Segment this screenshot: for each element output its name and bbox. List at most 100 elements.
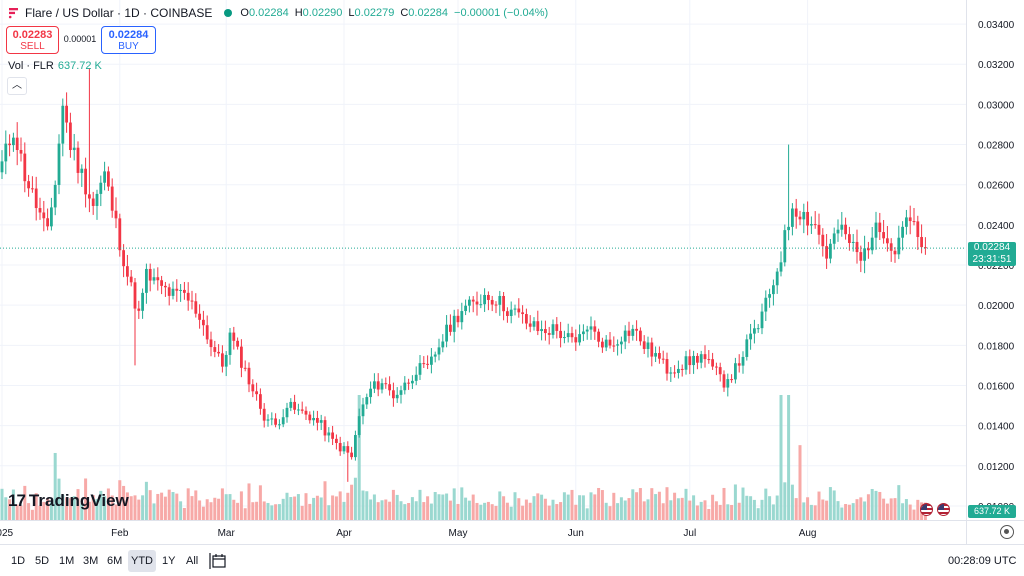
volume-bar bbox=[129, 496, 133, 520]
candle-body bbox=[53, 184, 57, 208]
tradingview-mark-icon: 17 bbox=[8, 491, 26, 510]
candle-body bbox=[532, 321, 536, 327]
volume-bar bbox=[144, 481, 148, 520]
volume-bar bbox=[198, 500, 202, 520]
volume-bar bbox=[901, 503, 905, 520]
volume-bar bbox=[410, 497, 414, 520]
candle-body bbox=[407, 382, 410, 384]
utc-clock[interactable]: 00:28:09 UTC bbox=[948, 555, 1017, 567]
volume-bar bbox=[243, 508, 247, 520]
candle-body bbox=[718, 367, 722, 375]
volume-bar bbox=[559, 502, 563, 520]
range-button-6m[interactable]: 6M bbox=[107, 555, 123, 567]
volume-bar bbox=[779, 395, 783, 520]
candle-body bbox=[680, 368, 684, 370]
current-price-badge: 0.02284 23:31:51 bbox=[968, 242, 1016, 267]
candle-body bbox=[42, 212, 46, 219]
range-button-5d[interactable]: 5D bbox=[35, 555, 50, 567]
candle-body bbox=[536, 321, 540, 332]
range-button-3m[interactable]: 3M bbox=[83, 555, 99, 567]
volume-bar bbox=[205, 499, 209, 520]
candle-body bbox=[441, 341, 445, 348]
volume-bar bbox=[832, 490, 836, 520]
buy-button[interactable]: 0.02284 BUY bbox=[101, 26, 156, 54]
price-chart[interactable]: 0.03400 0.03200 0.03000 0.02800 0.02600 0.024… bbox=[0, 0, 1024, 545]
candle-body bbox=[570, 333, 574, 338]
time-axis[interactable]: 2025 Feb Mar Apr May Jun Jul Aug bbox=[0, 528, 816, 539]
us-flag-icon[interactable] bbox=[937, 503, 950, 516]
candle-body bbox=[707, 359, 711, 361]
volume-bar bbox=[57, 478, 61, 520]
volume-bar bbox=[502, 496, 506, 520]
candle-body bbox=[72, 147, 76, 151]
symbol-title[interactable]: Flare / US Dollar · 1D · COINBASE bbox=[25, 6, 213, 20]
range-button-1y[interactable]: 1Y bbox=[162, 555, 176, 567]
candle-body bbox=[479, 304, 483, 306]
range-button-1d[interactable]: 1D bbox=[11, 555, 26, 567]
volume-bar bbox=[160, 492, 164, 520]
calendar-range-icon[interactable] bbox=[208, 551, 228, 571]
candle-body bbox=[414, 374, 418, 381]
candle-body bbox=[137, 308, 141, 311]
volume-bar bbox=[695, 505, 699, 520]
volume-bar bbox=[308, 503, 312, 520]
volume-bar bbox=[464, 497, 468, 520]
candle-body bbox=[821, 234, 825, 247]
candle-body bbox=[369, 388, 372, 398]
candle-body bbox=[114, 210, 118, 219]
volume-bar bbox=[684, 488, 688, 520]
range-button-1m[interactable]: 1M bbox=[59, 555, 75, 567]
volume-bar bbox=[281, 498, 285, 520]
volume-bar bbox=[657, 491, 661, 520]
tradingview-logo[interactable]: 17 TradingView bbox=[8, 491, 129, 511]
candle-body bbox=[338, 442, 342, 452]
volume-bar bbox=[372, 494, 376, 520]
price-tick-label: 0.01800 bbox=[978, 341, 1015, 352]
volume-bar bbox=[236, 502, 240, 520]
volume-bar bbox=[730, 504, 734, 520]
candle-body bbox=[498, 295, 502, 305]
candle-body bbox=[658, 353, 661, 359]
volume-bar bbox=[422, 502, 426, 520]
candle-body bbox=[103, 171, 106, 183]
candle-body bbox=[745, 339, 749, 357]
us-flag-icon[interactable] bbox=[920, 503, 933, 516]
price-axis[interactable]: 0.03400 0.03200 0.03000 0.02800 0.02600 0.024… bbox=[978, 20, 1015, 513]
candle-body bbox=[232, 332, 236, 341]
volume-bar bbox=[467, 500, 471, 520]
volume-bar bbox=[103, 496, 107, 520]
volume-bar bbox=[737, 502, 741, 520]
volume-bar bbox=[110, 495, 114, 520]
candle-body bbox=[411, 380, 414, 384]
candle-body bbox=[650, 342, 654, 357]
candle-body bbox=[418, 363, 422, 375]
candle-body bbox=[506, 311, 509, 316]
range-button-ytd[interactable]: YTD bbox=[128, 550, 156, 572]
candle-body bbox=[920, 236, 923, 248]
candle-body bbox=[912, 221, 916, 223]
chevron-up-icon[interactable]: ︿ bbox=[7, 77, 27, 95]
candle-body bbox=[224, 354, 228, 367]
candle-body bbox=[228, 332, 232, 355]
candle-body bbox=[50, 207, 53, 227]
volume-bar bbox=[661, 503, 665, 520]
volume-bar bbox=[68, 498, 72, 520]
volume-bar bbox=[133, 495, 137, 520]
candle-body bbox=[783, 230, 787, 263]
volume-bar bbox=[327, 505, 331, 520]
volume-bar bbox=[733, 484, 737, 520]
volume-bar bbox=[391, 489, 395, 520]
candle-body bbox=[475, 301, 479, 305]
volume-bar bbox=[266, 502, 270, 520]
candle-body bbox=[221, 353, 224, 367]
volume-bar bbox=[787, 395, 791, 520]
volume-bar bbox=[369, 499, 373, 520]
range-button-all[interactable]: All bbox=[186, 555, 199, 567]
timezone-settings-icon[interactable] bbox=[1000, 525, 1014, 539]
candle-body bbox=[544, 329, 547, 334]
time-tick-label: 2025 bbox=[0, 528, 14, 539]
volume-bar bbox=[722, 487, 726, 520]
sell-button[interactable]: 0.02283 SELL bbox=[6, 26, 59, 54]
candle-body bbox=[593, 326, 597, 332]
volume-bar bbox=[384, 499, 388, 520]
